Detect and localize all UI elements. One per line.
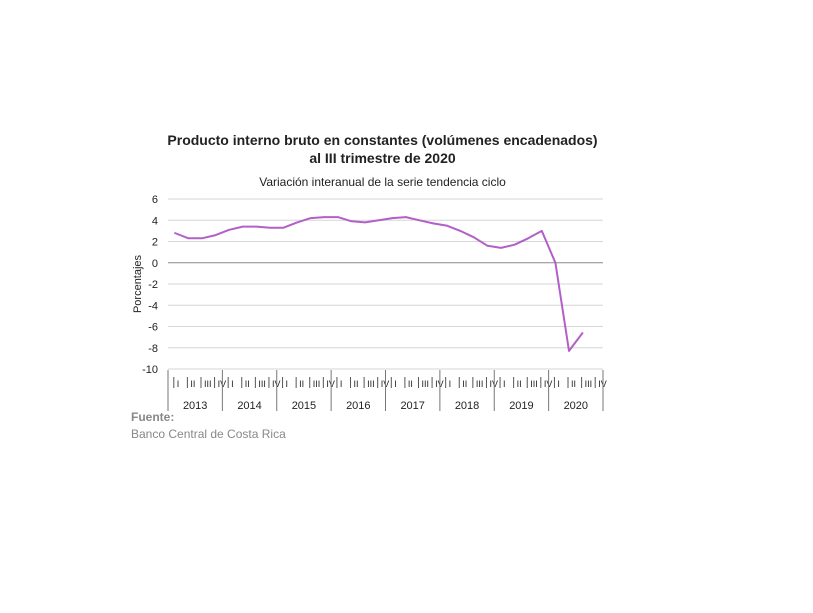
quarter-label: III [313, 379, 321, 389]
data-point [405, 216, 407, 218]
data-point [513, 243, 516, 246]
year-label: 2015 [292, 400, 316, 412]
data-point [255, 225, 258, 228]
quarter-label: I [503, 379, 506, 389]
year-label: 2019 [509, 400, 533, 412]
year-label: 2016 [346, 400, 370, 412]
data-point [418, 219, 421, 222]
quarter-label: II [354, 379, 359, 389]
data-point [201, 237, 203, 240]
quarter-label: IV [489, 379, 498, 389]
data-point [309, 217, 312, 219]
data-point [241, 225, 244, 228]
data-point [554, 261, 557, 264]
y-tick-label: -8 [148, 343, 158, 355]
quarter-label: III [530, 379, 538, 389]
year-label: 2020 [564, 400, 588, 412]
data-point [214, 234, 217, 236]
data-point [282, 226, 285, 229]
data-point [445, 224, 448, 227]
y-axis-label: Porcentajes [132, 254, 144, 313]
data-point [473, 236, 475, 239]
quarter-label: I [394, 379, 397, 389]
quarter-label: I [449, 379, 452, 389]
y-tick-label: 0 [152, 258, 158, 270]
chart-title: Producto interno bruto en constantes (vo… [130, 131, 635, 167]
data-point [350, 220, 353, 223]
quarter-label: IV [218, 379, 227, 389]
year-label: 2014 [237, 400, 261, 412]
data-point [500, 247, 502, 249]
year-label: 2018 [455, 400, 479, 412]
data-point [173, 232, 176, 234]
y-tick-label: 2 [152, 237, 158, 249]
chart-title-line2: al III trimestre de 2020 [309, 150, 456, 166]
quarter-label: II [299, 379, 304, 389]
y-tick-label: -6 [148, 322, 158, 334]
y-tick-label: -4 [148, 300, 158, 312]
quarter-label: IV [381, 379, 390, 389]
data-point [337, 216, 339, 218]
source-text: Banco Central de Costa Rica [131, 427, 286, 441]
quarter-label: II [571, 379, 576, 389]
quarter-label: III [204, 379, 212, 389]
data-point [541, 230, 543, 232]
chart-title-line1: Producto interno bruto en constantes (vo… [167, 132, 598, 148]
data-point [581, 332, 584, 334]
y-tick-label: -2 [148, 279, 158, 291]
data-point [296, 221, 298, 224]
data-point [187, 237, 190, 240]
data-point [228, 229, 230, 231]
quarter-label: I [286, 379, 289, 389]
quarter-label: I [340, 379, 343, 389]
quarter-label: III [585, 379, 593, 389]
quarter-label: II [517, 379, 522, 389]
y-tick-label: 6 [152, 194, 158, 206]
quarter-label: II [462, 379, 467, 389]
quarter-label: II [190, 379, 195, 389]
quarter-label: III [258, 379, 266, 389]
year-label: 2017 [400, 400, 424, 412]
data-point [323, 216, 326, 218]
quarter-label: III [367, 379, 375, 389]
quarter-label: IV [272, 379, 281, 389]
data-point [432, 222, 434, 225]
quarter-label: IV [435, 379, 444, 389]
y-tick-label: -10 [142, 364, 158, 376]
data-point [269, 226, 271, 229]
quarter-label: I [557, 379, 560, 389]
data-point [486, 244, 489, 247]
y-tick-label: 4 [152, 215, 158, 227]
chart-subtitle: Variación interanual de la serie tendenc… [259, 175, 506, 189]
quarter-label: IV [598, 379, 607, 389]
quarter-label: III [476, 379, 484, 389]
quarter-label: I [177, 379, 180, 389]
source-label: Fuente: [131, 410, 175, 424]
quarter-label: II [245, 379, 250, 389]
quarter-label: III [421, 379, 429, 389]
data-point [364, 221, 366, 224]
data-point [377, 219, 380, 222]
data-point [527, 237, 530, 240]
quarter-label: IV [326, 379, 335, 389]
data-point [459, 230, 462, 232]
quarter-label: I [231, 379, 234, 389]
data-point [391, 217, 394, 219]
quarter-label: II [408, 379, 413, 389]
year-label: 2013 [183, 400, 207, 412]
quarter-label: IV [544, 379, 553, 389]
data-point [568, 350, 570, 352]
